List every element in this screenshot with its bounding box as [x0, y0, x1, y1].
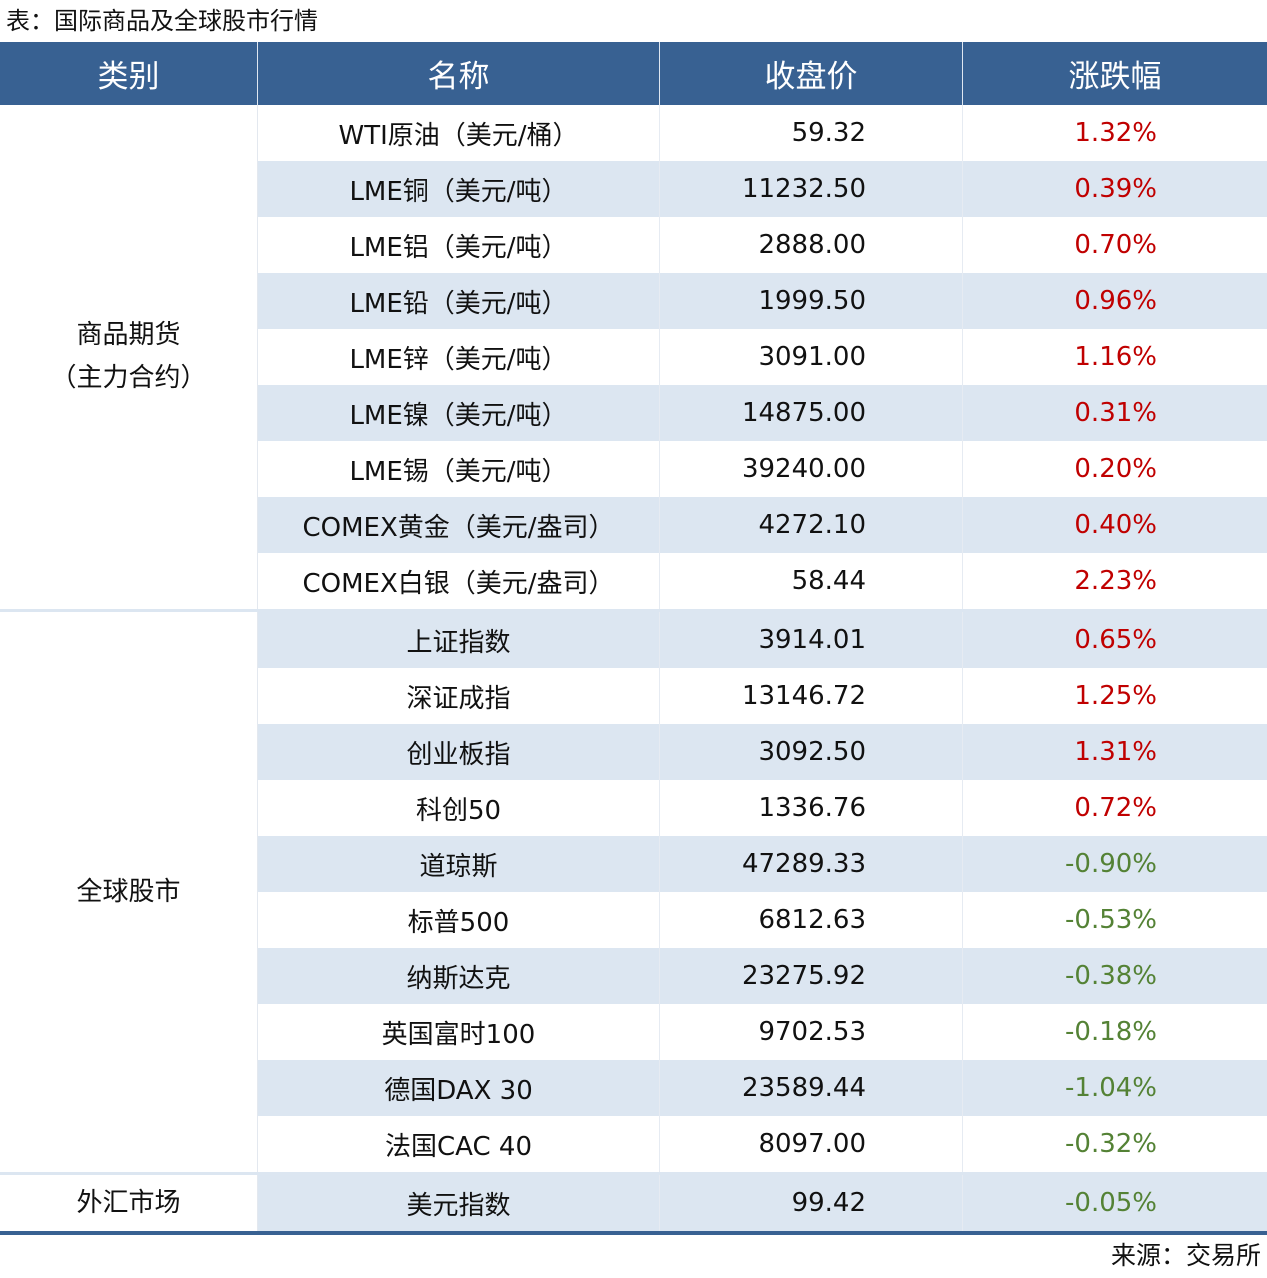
price-cell: 3914.01: [660, 612, 963, 668]
table-row: COMEX白银（美元/盎司） 58.44 2.23%: [258, 553, 1267, 609]
price-cell: 11232.50: [660, 161, 963, 217]
price-cell: 1336.76: [660, 780, 963, 836]
price-cell: 58.44: [660, 553, 963, 609]
name-cell: 标普500: [258, 892, 660, 948]
header-name: 名称: [258, 42, 660, 105]
name-cell: COMEX白银（美元/盎司）: [258, 553, 660, 609]
table-title: 表：国际商品及全球股市行情: [6, 7, 318, 35]
table-row: 科创50 1336.76 0.72%: [258, 780, 1267, 836]
change-cell: -0.05%: [1065, 1188, 1157, 1218]
table-row: 英国富时100 9702.53 -0.18%: [258, 1004, 1267, 1060]
table-row: 深证成指 13146.72 1.25%: [258, 668, 1267, 724]
header-category: 类别: [0, 42, 258, 105]
table-row: 道琼斯 47289.33 -0.90%: [258, 836, 1267, 892]
table-row: 德国DAX 30 23589.44 -1.04%: [258, 1060, 1267, 1116]
price-cell: 4272.10: [660, 497, 963, 553]
table-row: 法国CAC 40 8097.00 -0.32%: [258, 1116, 1267, 1172]
change-cell: -0.90%: [1065, 849, 1157, 879]
change-cell: -1.04%: [1065, 1073, 1157, 1103]
price-cell: 6812.63: [660, 892, 963, 948]
price-cell: 59.32: [660, 105, 963, 161]
price-cell: 23589.44: [660, 1060, 963, 1116]
table-header: 类别 名称 收盘价 涨跌幅: [0, 42, 1267, 105]
table-row: LME镍（美元/吨） 14875.00 0.31%: [258, 385, 1267, 441]
table-row: LME铜（美元/吨） 11232.50 0.39%: [258, 161, 1267, 217]
change-cell: 0.65%: [1074, 625, 1157, 655]
price-cell: 13146.72: [660, 668, 963, 724]
change-cell: -0.18%: [1065, 1017, 1157, 1047]
name-cell: LME铅（美元/吨）: [258, 273, 660, 329]
price-cell: 14875.00: [660, 385, 963, 441]
name-cell: 创业板指: [258, 724, 660, 780]
price-cell: 3091.00: [660, 329, 963, 385]
table-row: 美元指数 99.42 -0.05%: [258, 1175, 1267, 1231]
price-cell: 1999.50: [660, 273, 963, 329]
name-cell: 道琼斯: [258, 836, 660, 892]
name-cell: 德国DAX 30: [258, 1060, 660, 1116]
name-cell: WTI原油（美元/桶）: [258, 105, 660, 161]
change-cell: 1.16%: [1074, 342, 1157, 372]
source-note: 来源：交易所: [1110, 1241, 1261, 1270]
change-cell: 1.31%: [1074, 737, 1157, 767]
price-cell: 9702.53: [660, 1004, 963, 1060]
name-cell: 英国富时100: [258, 1004, 660, 1060]
category-cell: 全球股市: [0, 612, 258, 1172]
change-cell: 0.31%: [1074, 398, 1157, 428]
header-close-price: 收盘价: [660, 42, 963, 105]
table-row: COMEX黄金（美元/盎司） 4272.10 0.40%: [258, 497, 1267, 553]
name-cell: 深证成指: [258, 668, 660, 724]
name-cell: LME锡（美元/吨）: [258, 441, 660, 497]
table-row: LME锡（美元/吨） 39240.00 0.20%: [258, 441, 1267, 497]
table-row: LME铝（美元/吨） 2888.00 0.70%: [258, 217, 1267, 273]
name-cell: LME铜（美元/吨）: [258, 161, 660, 217]
price-cell: 3092.50: [660, 724, 963, 780]
price-cell: 2888.00: [660, 217, 963, 273]
price-cell: 99.42: [660, 1175, 963, 1231]
change-cell: -0.32%: [1065, 1129, 1157, 1159]
name-cell: LME镍（美元/吨）: [258, 385, 660, 441]
section: 全球股市 上证指数 3914.01 0.65% 深证成指 13146.72 1.25% 创业板…: [0, 609, 1267, 1172]
table-row: 纳斯达克 23275.92 -0.38%: [258, 948, 1267, 1004]
change-cell: -0.53%: [1065, 905, 1157, 935]
change-cell: 2.23%: [1074, 566, 1157, 596]
section: 商品期货 （主力合约） WTI原油（美元/桶） 59.32 1.32% LME铜（美元/…: [0, 105, 1267, 609]
price-cell: 8097.00: [660, 1116, 963, 1172]
name-cell: 纳斯达克: [258, 948, 660, 1004]
table-row: LME铅（美元/吨） 1999.50 0.96%: [258, 273, 1267, 329]
price-cell: 47289.33: [660, 836, 963, 892]
change-cell: -0.38%: [1065, 961, 1157, 991]
name-cell: 法国CAC 40: [258, 1116, 660, 1172]
bottom-border: [0, 1231, 1267, 1235]
section: 外汇市场 美元指数 99.42 -0.05%: [0, 1172, 1267, 1231]
change-cell: 0.20%: [1074, 454, 1157, 484]
name-cell: LME铝（美元/吨）: [258, 217, 660, 273]
name-cell: 上证指数: [258, 612, 660, 668]
change-cell: 0.70%: [1074, 230, 1157, 260]
price-cell: 39240.00: [660, 441, 963, 497]
name-cell: LME锌（美元/吨）: [258, 329, 660, 385]
table-row: 上证指数 3914.01 0.65%: [258, 612, 1267, 668]
table-row: LME锌（美元/吨） 3091.00 1.16%: [258, 329, 1267, 385]
name-cell: 美元指数: [258, 1175, 660, 1231]
category-cell: 外汇市场: [0, 1175, 258, 1231]
header-change: 涨跌幅: [1068, 59, 1162, 95]
change-cell: 0.96%: [1074, 286, 1157, 316]
change-cell: 0.40%: [1074, 510, 1157, 540]
table-row: 标普500 6812.63 -0.53%: [258, 892, 1267, 948]
table-row: WTI原油（美元/桶） 59.32 1.32%: [258, 105, 1267, 161]
table-body: 商品期货 （主力合约） WTI原油（美元/桶） 59.32 1.32% LME铜（美元/…: [0, 105, 1267, 1231]
change-cell: 1.32%: [1074, 118, 1157, 148]
table-row: 创业板指 3092.50 1.31%: [258, 724, 1267, 780]
change-cell: 1.25%: [1074, 681, 1157, 711]
market-table: 类别 名称 收盘价 涨跌幅 商品期货 （主力合约） WTI原油（美元/桶） 59.3…: [0, 42, 1267, 1235]
name-cell: COMEX黄金（美元/盎司）: [258, 497, 660, 553]
price-cell: 23275.92: [660, 948, 963, 1004]
name-cell: 科创50: [258, 780, 660, 836]
change-cell: 0.39%: [1074, 174, 1157, 204]
category-cell: 商品期货 （主力合约）: [0, 105, 258, 609]
change-cell: 0.72%: [1074, 793, 1157, 823]
